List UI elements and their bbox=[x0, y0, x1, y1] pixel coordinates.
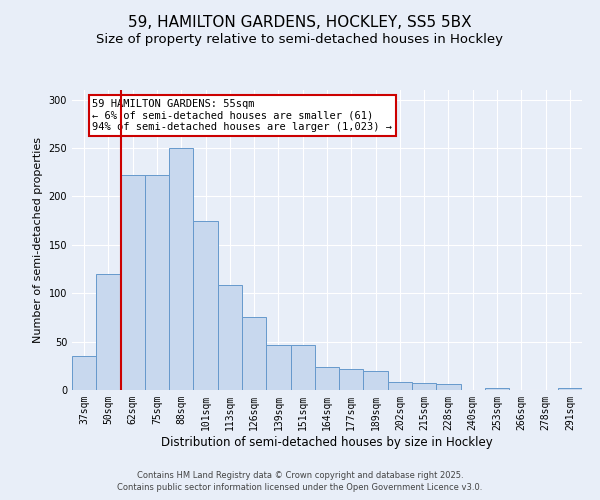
Bar bbox=[121, 175, 145, 390]
Bar bbox=[364, 370, 388, 390]
Bar bbox=[169, 148, 193, 390]
Text: 59 HAMILTON GARDENS: 55sqm
← 6% of semi-detached houses are smaller (61)
94% of : 59 HAMILTON GARDENS: 55sqm ← 6% of semi-… bbox=[92, 99, 392, 132]
Bar bbox=[436, 384, 461, 390]
Bar bbox=[339, 368, 364, 390]
Bar bbox=[412, 383, 436, 390]
Bar bbox=[72, 356, 96, 390]
Bar bbox=[145, 175, 169, 390]
Bar bbox=[218, 286, 242, 390]
Bar bbox=[266, 344, 290, 390]
Text: 59, HAMILTON GARDENS, HOCKLEY, SS5 5BX: 59, HAMILTON GARDENS, HOCKLEY, SS5 5BX bbox=[128, 15, 472, 30]
Y-axis label: Number of semi-detached properties: Number of semi-detached properties bbox=[33, 137, 43, 343]
Bar bbox=[193, 220, 218, 390]
Bar bbox=[96, 274, 121, 390]
Bar bbox=[388, 382, 412, 390]
Bar bbox=[290, 344, 315, 390]
Bar bbox=[485, 388, 509, 390]
Bar bbox=[558, 388, 582, 390]
Text: Contains HM Land Registry data © Crown copyright and database right 2025.
Contai: Contains HM Land Registry data © Crown c… bbox=[118, 471, 482, 492]
Bar bbox=[242, 318, 266, 390]
X-axis label: Distribution of semi-detached houses by size in Hockley: Distribution of semi-detached houses by … bbox=[161, 436, 493, 448]
Text: Size of property relative to semi-detached houses in Hockley: Size of property relative to semi-detach… bbox=[97, 32, 503, 46]
Bar bbox=[315, 367, 339, 390]
